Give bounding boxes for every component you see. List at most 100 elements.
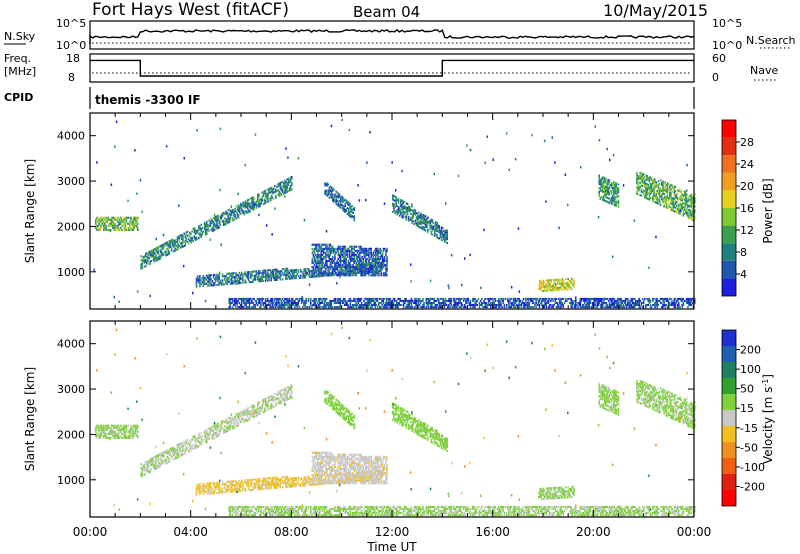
- echo-cell-9: [273, 297, 276, 300]
- echo-cell-4: [335, 190, 337, 193]
- echo-cell-2: [226, 276, 228, 279]
- echo-cell-2: [218, 275, 220, 278]
- echo-cell-3: [382, 272, 385, 275]
- echo-cell-4: [346, 200, 349, 203]
- echo-cell-2: [268, 275, 270, 278]
- echo-cell-3: [330, 251, 333, 254]
- echo-cell-0: [122, 220, 124, 223]
- echo-cell-7: [600, 196, 603, 199]
- echo-cell-7: [617, 195, 620, 198]
- echo-cell-9: [582, 299, 585, 302]
- echo-cell-8: [676, 207, 679, 210]
- echo-cell-9: [585, 306, 587, 309]
- echo-cell-1: [212, 217, 215, 220]
- echo-cell-1: [142, 256, 145, 259]
- echo-cell-3: [320, 247, 323, 250]
- echo-cell-0: [125, 226, 128, 229]
- echo-cell-2: [207, 280, 209, 283]
- echo-cell-9: [521, 302, 524, 305]
- echo-cell-5: [433, 224, 436, 227]
- echo-cell-9: [656, 297, 659, 300]
- echo-cell-3: [319, 245, 321, 248]
- echo-cell-5: [443, 235, 445, 238]
- echo-cell-7: [616, 193, 619, 196]
- echo-cell-1: [149, 468, 151, 471]
- echo-cell-5: [415, 218, 418, 221]
- echo-cell-9: [514, 299, 517, 302]
- echo-cell-0: [130, 216, 132, 219]
- echo-cell-2: [258, 280, 260, 283]
- echo-cell-0: [117, 228, 120, 231]
- echo-cell-9: [259, 306, 261, 309]
- echo-cell-9: [655, 304, 657, 307]
- echo-cell-9: [531, 297, 534, 300]
- echo-cell-9: [484, 306, 486, 309]
- echo-cell-8: [650, 179, 653, 182]
- echo-cell-6: [552, 287, 555, 290]
- echo-cell-2: [260, 276, 262, 279]
- echo-cell-4: [342, 206, 344, 209]
- echo-cell-1: [262, 190, 265, 193]
- echo-cell-1: [255, 200, 258, 203]
- echo-cell-3: [320, 266, 323, 269]
- echo-cell-9: [508, 306, 510, 309]
- echo-cell-8: [662, 180, 664, 183]
- echo-cell-9: [552, 299, 554, 302]
- echo-cell-3: [325, 262, 327, 265]
- echo-cell-5: [424, 223, 427, 226]
- echo-cell-0: [118, 222, 121, 225]
- echo-cell-9: [637, 302, 639, 305]
- echo-cell-3: [353, 258, 355, 261]
- echo-cell-5: [407, 219, 410, 222]
- echo-cell-1: [215, 220, 217, 223]
- echo-cell-8: [655, 185, 657, 188]
- echo-cell-0: [123, 424, 125, 427]
- echo-cell-9: [276, 299, 278, 302]
- echo-cell-0: [116, 432, 119, 435]
- echo-cell-1: [147, 465, 149, 468]
- echo-cell-0: [96, 432, 98, 435]
- echo-cell-6: [538, 284, 540, 287]
- echo-cell-1: [287, 190, 290, 193]
- echo-cell-6: [542, 279, 545, 282]
- echo-cell-8: [664, 197, 666, 200]
- echo-cell-1: [186, 234, 189, 237]
- echo-cell-1: [147, 255, 149, 258]
- echo-cell-3: [343, 272, 345, 275]
- echo-cell-9: [293, 299, 295, 302]
- echo-cell-8: [662, 190, 664, 193]
- echo-cell-3: [346, 272, 349, 275]
- echo-cell-9: [246, 299, 249, 302]
- echo-cell-9: [610, 306, 612, 309]
- echo-cell-5: [431, 229, 434, 232]
- echo-cell-3: [343, 260, 345, 263]
- echo-cell-7: [613, 187, 615, 190]
- echo-cell-3: [348, 274, 351, 277]
- echo-cell-8: [652, 183, 654, 186]
- echo-cell-4: [325, 191, 327, 194]
- echo-cell-9: [339, 306, 341, 309]
- scatter-echo: [429, 279, 432, 283]
- echo-cell-3: [326, 264, 328, 267]
- echo-cell-4: [325, 193, 327, 196]
- echo-cell-7: [610, 186, 613, 189]
- echo-cell-2: [261, 278, 263, 281]
- echo-cell-9: [601, 297, 603, 300]
- echo-cell-9: [567, 297, 569, 300]
- echo-cell-1: [252, 206, 255, 209]
- echo-cell-5: [412, 220, 414, 223]
- echo-cell-0: [116, 220, 119, 223]
- echo-cell-9: [256, 304, 259, 307]
- echo-cell-0: [108, 426, 111, 429]
- echo-cell-1: [153, 258, 156, 261]
- echo-cell-9: [239, 297, 242, 300]
- echo-cell-5: [399, 201, 402, 204]
- echo-cell-7: [602, 184, 605, 187]
- echo-cell-2: [276, 268, 278, 271]
- echo-cell-3: [343, 247, 345, 250]
- echo-cell-9: [681, 306, 683, 309]
- echo-cell-7: [614, 202, 616, 205]
- echo-cell-9: [305, 306, 307, 309]
- echo-cell-3: [368, 264, 370, 267]
- echo-cell-2: [239, 275, 242, 278]
